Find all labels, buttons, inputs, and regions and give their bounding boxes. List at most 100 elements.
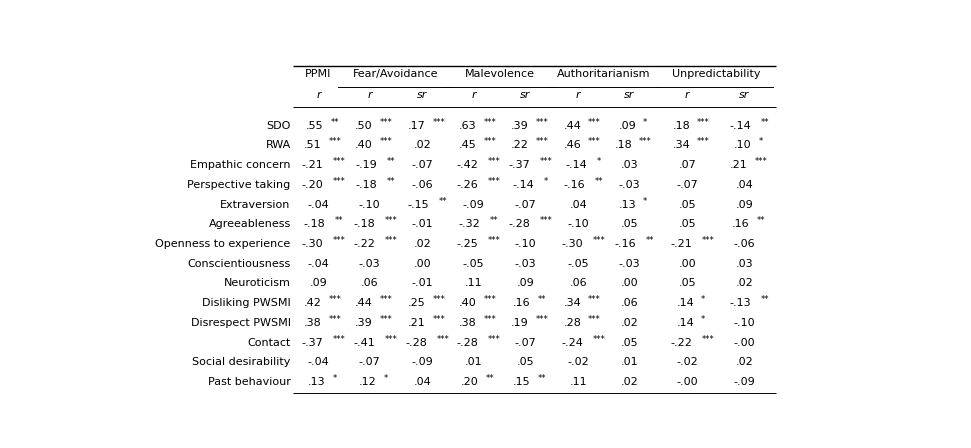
Text: -.10: -.10 — [734, 318, 755, 328]
Text: .38: .38 — [304, 318, 321, 328]
Text: .44: .44 — [355, 298, 373, 308]
Text: ***: *** — [432, 118, 445, 127]
Text: **: ** — [330, 118, 339, 127]
Text: -.24: -.24 — [561, 337, 584, 348]
Text: .00: .00 — [620, 278, 638, 289]
Text: -.04: -.04 — [308, 357, 329, 367]
Text: .03: .03 — [736, 258, 753, 269]
Text: **: ** — [537, 295, 546, 304]
Text: .18: .18 — [673, 121, 690, 131]
Text: -.01: -.01 — [412, 219, 433, 229]
Text: -.07: -.07 — [515, 199, 536, 210]
Text: ***: *** — [540, 216, 552, 225]
Text: .18: .18 — [615, 140, 632, 151]
Text: -.16: -.16 — [563, 180, 586, 190]
Text: -.14: -.14 — [565, 160, 587, 170]
Text: -.32: -.32 — [459, 219, 481, 229]
Text: .09: .09 — [517, 278, 534, 289]
Text: .09: .09 — [619, 121, 636, 131]
Text: Neuroticism: Neuroticism — [224, 278, 290, 289]
Text: ***: *** — [702, 335, 715, 344]
Text: .45: .45 — [459, 140, 477, 151]
Text: **: ** — [335, 216, 344, 225]
Text: .39: .39 — [511, 121, 528, 131]
Text: r: r — [576, 90, 581, 100]
Text: .42: .42 — [304, 298, 321, 308]
Text: -.16: -.16 — [615, 239, 636, 249]
Text: ***: *** — [592, 236, 606, 245]
Text: .14: .14 — [677, 318, 694, 328]
Text: **: ** — [486, 374, 494, 383]
Text: Disliking PWSMI: Disliking PWSMI — [202, 298, 290, 308]
Text: -.02: -.02 — [567, 357, 589, 367]
Text: -.10: -.10 — [515, 239, 536, 249]
Text: .04: .04 — [414, 377, 431, 387]
Text: RWA: RWA — [265, 140, 290, 151]
Text: -.03: -.03 — [515, 258, 536, 269]
Text: -.28: -.28 — [406, 337, 427, 348]
Text: sr: sr — [418, 90, 427, 100]
Text: .02: .02 — [414, 140, 431, 151]
Text: *: * — [544, 177, 549, 186]
Text: .04: .04 — [569, 199, 587, 210]
Text: .20: .20 — [461, 377, 479, 387]
Text: ***: *** — [488, 236, 501, 245]
Text: -.07: -.07 — [412, 160, 433, 170]
Text: -.09: -.09 — [734, 377, 755, 387]
Text: *: * — [643, 197, 648, 206]
Text: -.41: -.41 — [353, 337, 375, 348]
Text: **: ** — [646, 236, 654, 245]
Text: ***: *** — [588, 295, 601, 304]
Text: .04: .04 — [736, 180, 753, 190]
Text: Authoritarianism: Authoritarianism — [557, 69, 651, 79]
Text: -.03: -.03 — [359, 258, 381, 269]
Text: .09: .09 — [310, 278, 327, 289]
Text: -.30: -.30 — [302, 239, 323, 249]
Text: **: ** — [386, 157, 395, 166]
Text: -.19: -.19 — [355, 160, 377, 170]
Text: sr: sr — [520, 90, 531, 100]
Text: .02: .02 — [736, 357, 753, 367]
Text: .10: .10 — [734, 140, 752, 151]
Text: .21: .21 — [730, 160, 748, 170]
Text: ***: *** — [484, 138, 496, 146]
Text: ***: *** — [380, 295, 392, 304]
Text: *: * — [701, 295, 705, 304]
Text: ***: *** — [484, 118, 496, 127]
Text: .02: .02 — [736, 278, 753, 289]
Text: *: * — [332, 374, 337, 383]
Text: .11: .11 — [465, 278, 483, 289]
Text: ***: *** — [488, 335, 501, 344]
Text: -.03: -.03 — [619, 180, 640, 190]
Text: .01: .01 — [465, 357, 483, 367]
Text: ***: *** — [754, 157, 767, 166]
Text: .16: .16 — [732, 219, 750, 229]
Text: -.01: -.01 — [412, 278, 433, 289]
Text: -.04: -.04 — [308, 199, 329, 210]
Text: **: ** — [761, 295, 770, 304]
Text: Openness to experience: Openness to experience — [155, 239, 290, 249]
Text: ***: *** — [484, 295, 496, 304]
Text: -.07: -.07 — [359, 357, 381, 367]
Text: .39: .39 — [355, 318, 373, 328]
Text: *: * — [384, 374, 387, 383]
Text: -.22: -.22 — [671, 337, 692, 348]
Text: .44: .44 — [563, 121, 582, 131]
Text: -.09: -.09 — [463, 199, 485, 210]
Text: **: ** — [490, 216, 499, 225]
Text: ***: *** — [328, 138, 341, 146]
Text: .38: .38 — [459, 318, 477, 328]
Text: ***: *** — [380, 315, 392, 324]
Text: Extraversion: Extraversion — [220, 199, 290, 210]
Text: .06: .06 — [620, 298, 638, 308]
Text: -.37: -.37 — [509, 160, 530, 170]
Text: .01: .01 — [620, 357, 638, 367]
Text: *: * — [701, 315, 705, 324]
Text: ***: *** — [702, 236, 715, 245]
Text: ***: *** — [328, 315, 341, 324]
Text: r: r — [685, 90, 689, 100]
Text: -.15: -.15 — [408, 199, 429, 210]
Text: ***: *** — [333, 157, 346, 166]
Text: .11: .11 — [569, 377, 587, 387]
Text: sr: sr — [624, 90, 634, 100]
